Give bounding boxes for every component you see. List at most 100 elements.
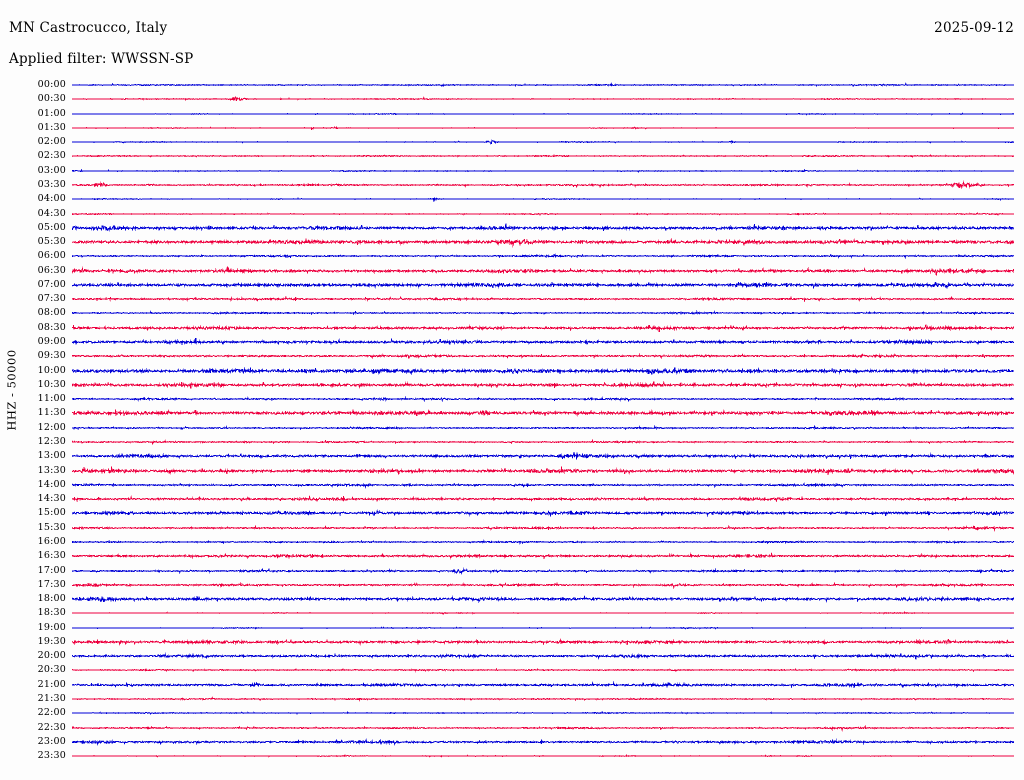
trace-row: 11:00 [0,392,1024,406]
helicorder-plot: 00:00 00:30 01:00 01:30 02:00 02:30 03:00 03:30… [0,78,1024,773]
seismic-trace [72,164,1014,178]
trace-row: 10:30 [0,378,1024,392]
time-tick-label: 21:00 [37,678,66,690]
time-tick-label: 18:30 [37,607,66,619]
time-tick-label: 12:30 [37,436,66,447]
seismic-trace [72,121,1014,135]
page-title: MN Castrocucco, Italy [9,20,168,36]
seismic-trace [72,706,1014,720]
trace-row: 15:30 [0,521,1024,535]
trace-row: 14:00 [0,478,1024,492]
time-tick-label: 07:00 [37,278,66,290]
trace-row: 14:30 [0,492,1024,506]
trace-row: 00:30 [0,92,1024,106]
trace-row: 07:00 [0,278,1024,292]
trace-row: 17:30 [0,578,1024,592]
seismic-trace [72,321,1014,335]
time-tick-label: 03:00 [37,164,66,176]
time-tick-label: 12:00 [37,421,66,433]
trace-row: 05:00 [0,221,1024,235]
seismic-trace [72,278,1014,292]
time-tick-label: 02:00 [37,136,66,148]
trace-row: 20:30 [0,663,1024,677]
trace-row: 17:00 [0,564,1024,578]
trace-row: 09:00 [0,335,1024,349]
seismic-trace [72,564,1014,578]
time-tick-label: 08:00 [37,307,66,319]
trace-row: 11:30 [0,406,1024,420]
seismic-trace [72,221,1014,235]
time-tick-label: 20:00 [37,650,66,662]
seismic-trace [72,78,1014,92]
seismic-trace [72,506,1014,520]
time-tick-label: 20:30 [37,664,66,676]
seismic-trace [72,364,1014,378]
trace-row: 21:30 [0,692,1024,706]
trace-row: 22:30 [0,721,1024,735]
seismic-trace [72,421,1014,435]
seismic-trace [72,464,1014,478]
trace-row: 23:30 [0,749,1024,763]
trace-row: 05:30 [0,235,1024,249]
applied-filter-label: Applied filter: WWSSN-SP [9,51,194,67]
time-tick-label: 10:30 [37,378,66,390]
time-tick-label: 10:00 [37,364,66,376]
seismic-trace [72,249,1014,263]
time-tick-label: 16:30 [37,550,66,562]
seismic-trace [72,235,1014,249]
time-tick-label: 09:00 [37,336,66,348]
seismic-trace [72,649,1014,663]
time-tick-label: 16:00 [37,535,66,547]
time-tick-label: 14:00 [37,478,66,490]
trace-row: 02:00 [0,135,1024,149]
trace-row: 03:30 [0,178,1024,192]
seismic-trace [72,306,1014,320]
seismic-trace [72,635,1014,649]
time-tick-label: 21:30 [37,693,66,705]
seismic-trace [72,392,1014,406]
trace-row: 07:30 [0,292,1024,306]
trace-row: 04:00 [0,192,1024,206]
seismic-trace [72,606,1014,620]
seismic-trace [72,135,1014,149]
time-tick-label: 05:00 [37,221,66,233]
seismic-trace [72,663,1014,677]
trace-row: 18:00 [0,592,1024,606]
time-tick-label: 01:30 [37,121,66,133]
trace-row: 12:00 [0,421,1024,435]
trace-row: 03:00 [0,164,1024,178]
seismic-trace [72,735,1014,749]
time-tick-label: 17:00 [37,564,66,576]
seismic-trace [72,578,1014,592]
time-tick-label: 22:30 [37,721,66,733]
seismic-trace [72,492,1014,506]
seismic-trace [72,192,1014,206]
seismic-trace [72,378,1014,392]
trace-row: 08:30 [0,321,1024,335]
time-tick-label: 11:00 [37,393,66,405]
trace-row: 13:00 [0,449,1024,463]
trace-row: 13:30 [0,464,1024,478]
time-tick-label: 06:00 [37,250,66,262]
seismic-trace [72,592,1014,606]
trace-row: 23:00 [0,735,1024,749]
trace-row: 19:30 [0,635,1024,649]
seismic-trace [72,349,1014,363]
seismic-trace [72,535,1014,549]
seismic-trace [72,292,1014,306]
time-tick-label: 11:30 [37,407,66,419]
time-tick-label: 23:30 [37,750,66,762]
seismic-trace [72,692,1014,706]
seismic-trace [72,264,1014,278]
time-tick-label: 23:00 [37,735,66,747]
time-tick-label: 04:30 [37,207,66,219]
time-tick-label: 14:30 [37,493,66,505]
time-tick-label: 15:30 [37,521,66,533]
trace-row: 12:30 [0,435,1024,449]
trace-row: 18:30 [0,606,1024,620]
trace-row: 06:30 [0,264,1024,278]
trace-row: 09:30 [0,349,1024,363]
time-tick-label: 19:30 [37,635,66,647]
seismic-trace [72,149,1014,163]
